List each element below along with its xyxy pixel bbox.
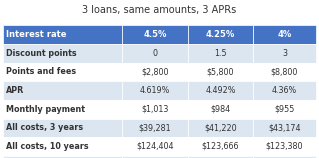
Text: 4.36%: 4.36% (272, 86, 297, 95)
Text: Monthly payment: Monthly payment (6, 105, 85, 114)
Text: $39,281: $39,281 (138, 123, 171, 132)
Text: 4%: 4% (278, 30, 292, 39)
Text: 3: 3 (282, 49, 287, 58)
Text: $5,800: $5,800 (207, 67, 234, 76)
Text: Points and fees: Points and fees (6, 67, 76, 76)
Text: $123,666: $123,666 (202, 142, 239, 151)
Text: $2,800: $2,800 (141, 67, 168, 76)
Text: $43,174: $43,174 (268, 123, 301, 132)
Text: APR: APR (6, 86, 24, 95)
Text: 4.619%: 4.619% (140, 86, 170, 95)
Text: 1.5: 1.5 (214, 49, 227, 58)
Text: $955: $955 (274, 105, 295, 114)
Text: $123,380: $123,380 (266, 142, 303, 151)
Text: Discount points: Discount points (6, 49, 76, 58)
Text: All costs, 3 years: All costs, 3 years (6, 123, 83, 132)
Text: Interest rate: Interest rate (6, 30, 66, 39)
Text: 4.492%: 4.492% (205, 86, 236, 95)
Text: 4.25%: 4.25% (206, 30, 235, 39)
Text: All costs, 10 years: All costs, 10 years (6, 142, 88, 151)
Text: $1,013: $1,013 (141, 105, 168, 114)
Text: $984: $984 (211, 105, 231, 114)
Text: 3 loans, same amounts, 3 APRs: 3 loans, same amounts, 3 APRs (82, 5, 237, 15)
Text: $41,220: $41,220 (204, 123, 237, 132)
Text: $8,800: $8,800 (271, 67, 298, 76)
Text: 0: 0 (152, 49, 157, 58)
Text: $124,404: $124,404 (136, 142, 174, 151)
Text: 4.5%: 4.5% (143, 30, 167, 39)
